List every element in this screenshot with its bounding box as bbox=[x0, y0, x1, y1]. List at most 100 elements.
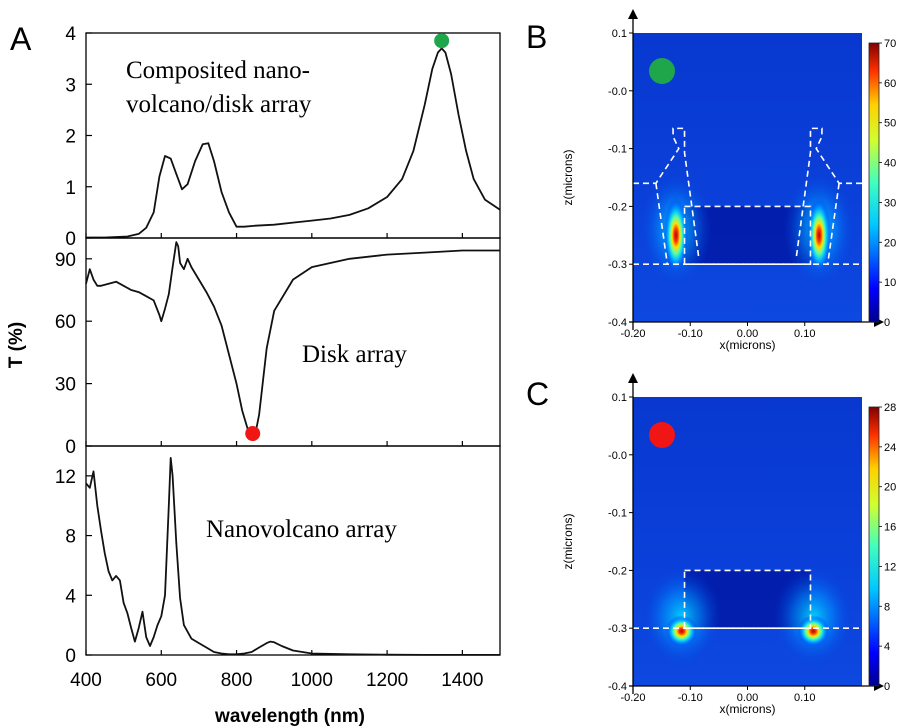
x-tick-label: -0.20 bbox=[620, 328, 645, 340]
colorbar-tick-label: 20 bbox=[884, 482, 896, 494]
x-tick-label: 0.00 bbox=[737, 692, 758, 704]
y-tick-label: 1 bbox=[65, 178, 76, 199]
colorbar-tick-label: 4 bbox=[884, 641, 890, 653]
subplot-frame bbox=[85, 237, 501, 447]
red-state-marker bbox=[649, 422, 675, 448]
x-tick-label: 1400 bbox=[441, 670, 483, 691]
subplot-2: 0 30 60 90 Disk array bbox=[55, 237, 501, 458]
x-tick-label: 1000 bbox=[291, 670, 333, 691]
transmission-curve bbox=[85, 457, 500, 656]
colorbar-tick-label: 8 bbox=[884, 601, 890, 613]
y-tick-label: 0 bbox=[65, 437, 76, 458]
field-hotspot bbox=[807, 197, 832, 274]
map-z-axis-label: z(microns) bbox=[561, 513, 575, 569]
z-tick-label: 0.1 bbox=[612, 392, 627, 404]
z-tick-label: -0.1 bbox=[608, 144, 627, 156]
subplot-annotation: Composited nano- bbox=[126, 57, 310, 84]
z-tick-label: -0.0 bbox=[608, 86, 627, 98]
colorbar bbox=[868, 406, 880, 687]
colorbar-tick-label: 30 bbox=[884, 197, 896, 209]
colorbar-tick-label: 0 bbox=[884, 317, 890, 329]
x-axis-label: wavelength (nm) bbox=[214, 706, 365, 727]
y-tick-label: 30 bbox=[55, 375, 76, 396]
x-tick-label: 0.10 bbox=[794, 328, 815, 340]
map-z-axis-label: z(microns) bbox=[561, 149, 575, 205]
green-marker bbox=[434, 33, 450, 49]
y-tick-label: 4 bbox=[65, 586, 76, 607]
colorbar-tick-label: 70 bbox=[884, 38, 896, 50]
y-tick-label: 0 bbox=[65, 229, 76, 250]
panel-label-a: A bbox=[10, 21, 32, 57]
z-axis-arrow bbox=[628, 373, 638, 383]
colorbar-tick-label: 28 bbox=[884, 402, 896, 414]
colorbar-tick-label: 12 bbox=[884, 561, 896, 573]
panel-label-b: B bbox=[526, 19, 547, 55]
x-tick-label: -0.10 bbox=[678, 328, 703, 340]
z-tick-label: -0.2 bbox=[608, 565, 627, 577]
panel-c-field-map: 0.1 -0.0 -0.1 -0.2 -0.3 -0.4-0.20 -0.10 0.00 0.1… bbox=[561, 373, 896, 716]
x-tick-label: 800 bbox=[221, 670, 253, 691]
volcano-outline-right bbox=[795, 127, 862, 259]
subplot-annotation: Disk array bbox=[302, 341, 407, 368]
y-axis-label: T (%) bbox=[6, 322, 27, 368]
z-tick-label: -0.3 bbox=[608, 623, 627, 635]
field-hotspot bbox=[663, 197, 688, 274]
z-tick-label: -0.4 bbox=[608, 317, 627, 329]
x-tick-label: 0.10 bbox=[794, 692, 815, 704]
x-tick-label: -0.20 bbox=[620, 692, 645, 704]
z-tick-label: -0.4 bbox=[608, 681, 627, 693]
colorbar-tick-label: 0 bbox=[884, 681, 890, 693]
z-tick-label: -0.3 bbox=[608, 259, 627, 271]
subplot-1: 0 1 2 3 4 Composited nano-volcano/disk array bbox=[65, 24, 501, 250]
z-tick-label: 0.1 bbox=[612, 28, 627, 40]
colorbar-tick-label: 20 bbox=[884, 237, 896, 249]
field-hotspot bbox=[665, 615, 698, 648]
subplot-annotation: volcano/disk array bbox=[126, 91, 312, 118]
green-state-marker bbox=[649, 58, 675, 84]
x-tick-label: 0.00 bbox=[737, 328, 758, 340]
y-tick-label: 8 bbox=[65, 527, 76, 548]
volcano-wall-left bbox=[655, 183, 669, 265]
colorbar-tick-label: 10 bbox=[884, 277, 896, 289]
colorbar bbox=[868, 42, 880, 323]
colorbar-tick-label: 50 bbox=[884, 118, 896, 130]
volcano-wall-right bbox=[826, 183, 840, 265]
map-x-axis-label: x(microns) bbox=[720, 338, 776, 352]
x-tick-label: 400 bbox=[70, 670, 102, 691]
subplot-annotation: Nanovolcano array bbox=[206, 516, 397, 543]
volcano-outline-left bbox=[633, 127, 700, 259]
field-hotspot bbox=[797, 615, 830, 648]
y-tick-label: 90 bbox=[55, 250, 76, 271]
panel-label-c: C bbox=[526, 376, 549, 412]
z-tick-label: -0.1 bbox=[608, 508, 627, 520]
disk-outline bbox=[683, 205, 812, 265]
y-tick-label: 4 bbox=[65, 24, 76, 45]
map-x-axis-label: x(microns) bbox=[720, 702, 776, 716]
colorbar-tick-label: 24 bbox=[884, 442, 896, 454]
colorbar-tick-label: 40 bbox=[884, 158, 896, 170]
y-tick-label: 0 bbox=[65, 646, 76, 667]
transmission-curve bbox=[85, 241, 500, 437]
panel-b-field-map: 0.1 -0.0 -0.1 -0.2 -0.3 -0.4-0.20 -0.10 0.00 0.1… bbox=[561, 9, 896, 352]
subplot-3: 0 4 8 12 Nanovolcano array bbox=[55, 445, 501, 667]
disk-outline bbox=[683, 569, 812, 630]
colorbar-tick-label: 60 bbox=[884, 78, 896, 90]
x-tick-label: 600 bbox=[145, 670, 177, 691]
transmission-curve bbox=[86, 47, 501, 239]
x-tick-label: 1200 bbox=[366, 670, 408, 691]
field-map bbox=[633, 397, 862, 686]
y-tick-label: 60 bbox=[55, 312, 76, 333]
z-axis-arrow bbox=[628, 9, 638, 19]
y-tick-label: 12 bbox=[55, 467, 76, 488]
colorbar-tick-label: 16 bbox=[884, 522, 896, 534]
y-tick-label: 3 bbox=[65, 75, 76, 96]
x-tick-label: -0.10 bbox=[678, 692, 703, 704]
z-tick-label: -0.2 bbox=[608, 201, 627, 213]
subplot-frame bbox=[85, 445, 501, 656]
y-tick-label: 2 bbox=[65, 127, 76, 148]
red-marker bbox=[245, 426, 261, 442]
z-tick-label: -0.0 bbox=[608, 450, 627, 462]
field-map bbox=[633, 33, 862, 322]
